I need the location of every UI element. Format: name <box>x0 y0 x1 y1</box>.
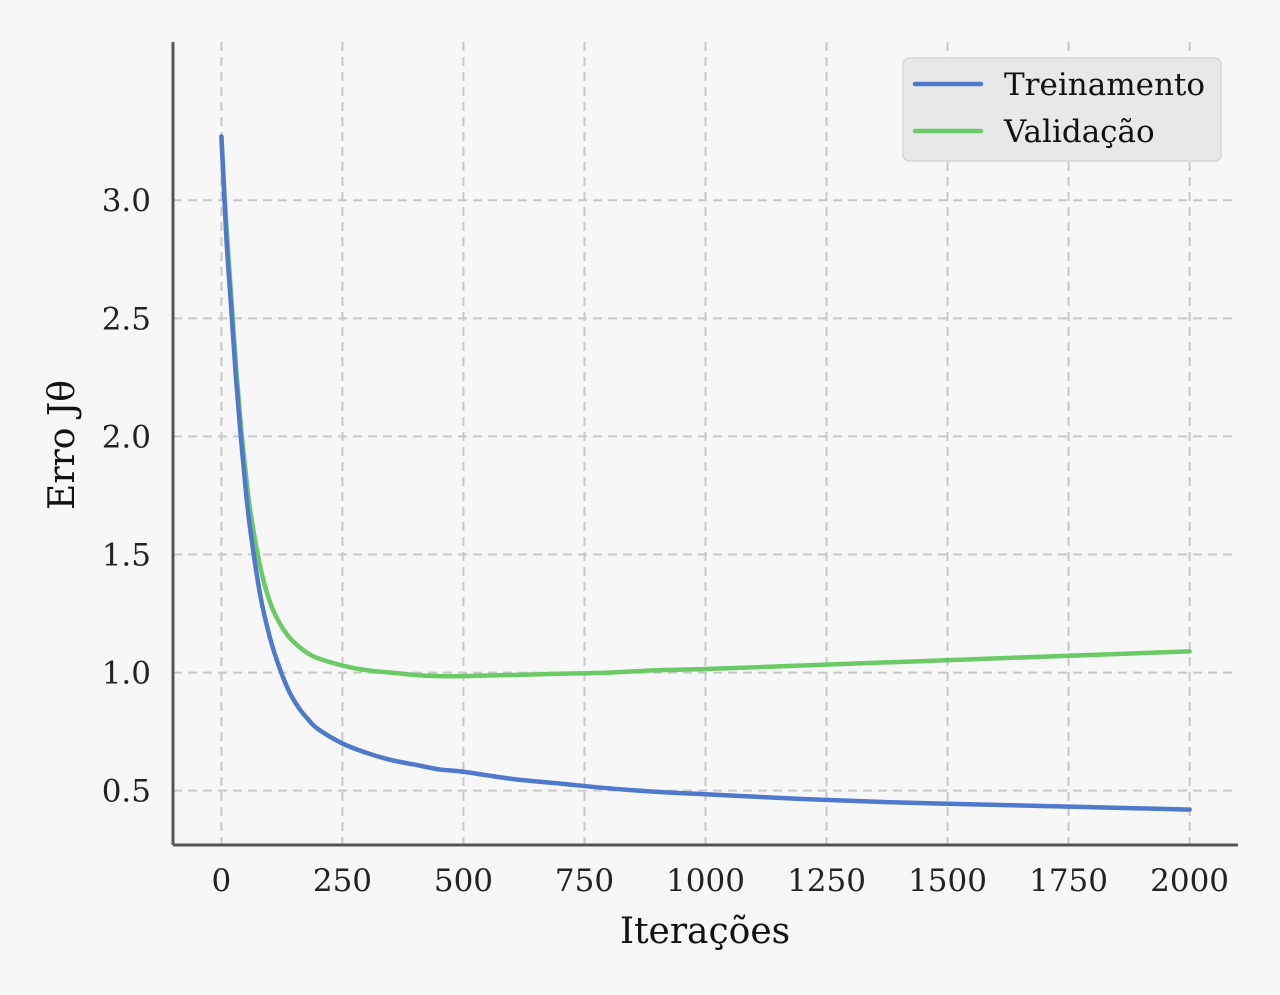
x-tick-label: 500 <box>434 863 493 899</box>
legend-label-validacao: Validação <box>1003 114 1155 150</box>
y-tick-label: 2.0 <box>102 419 151 455</box>
axes <box>171 42 1238 847</box>
x-tick-label: 1500 <box>908 863 987 899</box>
x-tick-label: 1000 <box>666 863 745 899</box>
x-axis-title: Iterações <box>620 911 790 952</box>
y-tick-label: 1.5 <box>102 538 151 574</box>
y-tick-label: 0.5 <box>102 774 151 810</box>
series-line-treinamento <box>219 134 1192 812</box>
y-axis-title: Erro Jθ <box>42 380 83 510</box>
grid <box>173 42 1238 845</box>
y-tick-label: 1.0 <box>102 656 151 692</box>
x-tick-label: 2000 <box>1150 863 1229 899</box>
plot-area <box>219 134 1192 812</box>
x-tick-label: 1250 <box>787 863 866 899</box>
x-tick-label: 250 <box>313 863 372 899</box>
y-tick-label: 2.5 <box>102 301 151 337</box>
x-tick-label: 750 <box>555 863 614 899</box>
y-axis-ticks: 0.5 1.0 1.5 2.0 2.5 3.0 <box>102 183 151 809</box>
x-axis-ticks: 0 250 500 750 1000 1250 1500 1750 2000 <box>212 863 1230 899</box>
x-tick-label: 1750 <box>1029 863 1108 899</box>
y-tick-label: 3.0 <box>102 183 151 219</box>
legend-label-treinamento: Treinamento <box>1004 67 1205 103</box>
x-tick-label: 0 <box>212 863 232 899</box>
legend: Treinamento Validação <box>902 57 1222 162</box>
